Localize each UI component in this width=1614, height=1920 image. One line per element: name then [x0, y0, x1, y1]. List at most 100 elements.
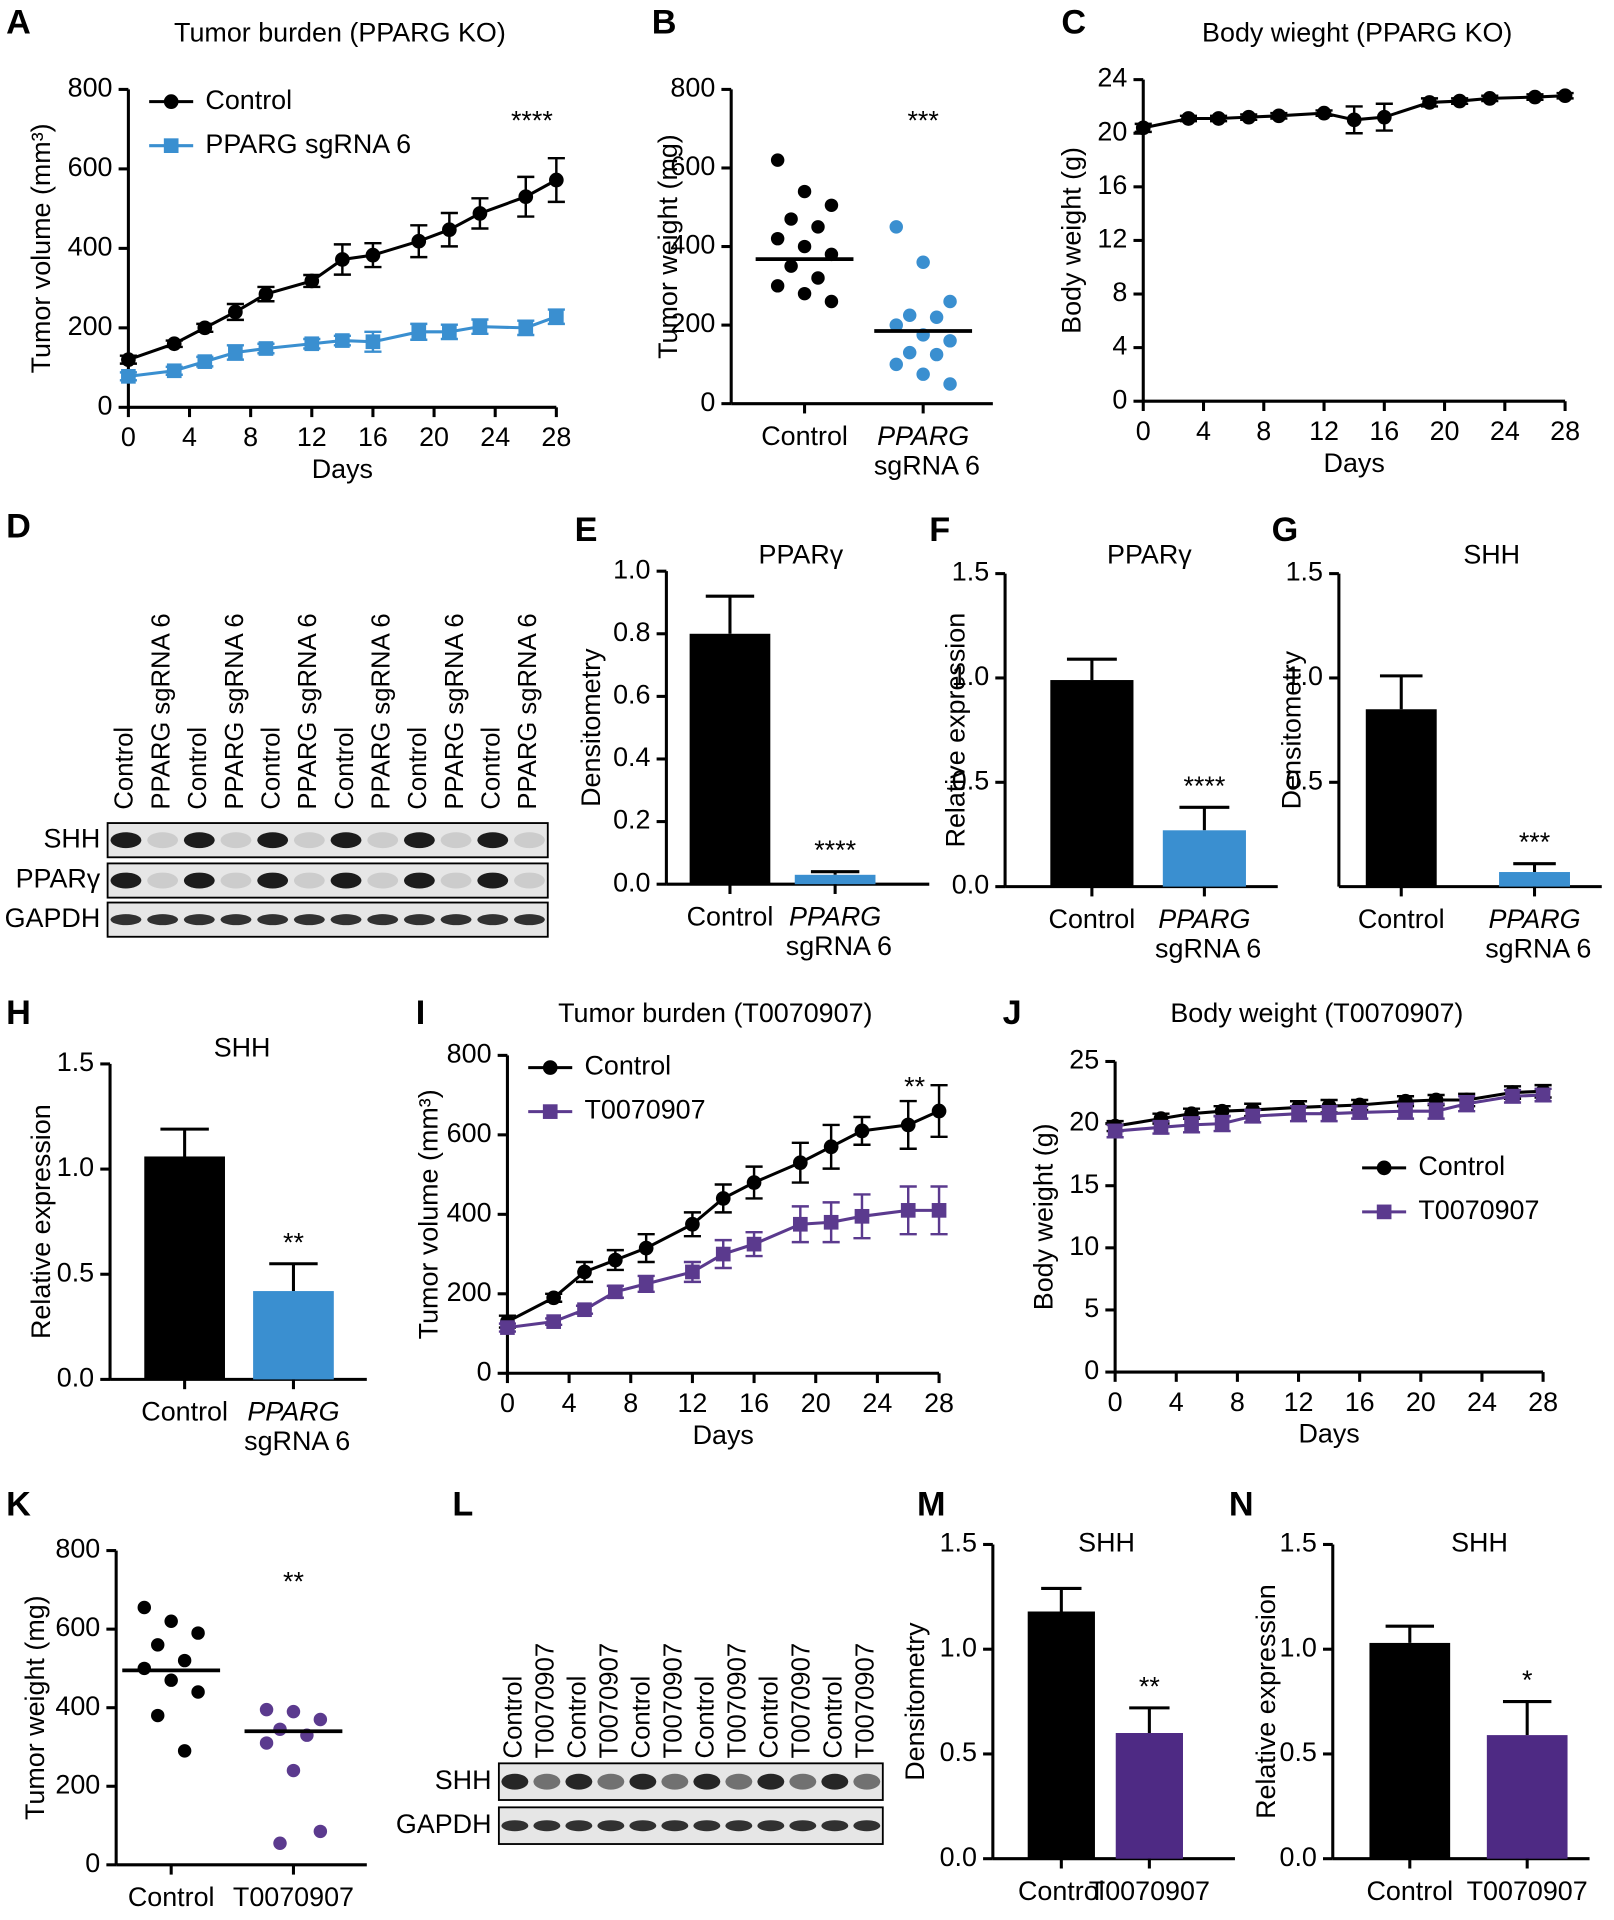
- data-point: [137, 1661, 152, 1676]
- annotation: ****: [511, 106, 553, 136]
- data-point: [797, 184, 812, 199]
- panel-letter: K: [6, 1486, 31, 1524]
- lane-label: Control: [478, 727, 506, 810]
- y-tick-label: 4: [1112, 331, 1127, 361]
- x-tick-label: 28: [1550, 416, 1580, 446]
- blot-band: [440, 872, 472, 889]
- bar: [1365, 709, 1437, 887]
- data-point: [1376, 109, 1392, 125]
- data-point: [549, 309, 564, 325]
- data-point: [177, 1744, 192, 1758]
- lane-label: Control: [331, 727, 359, 810]
- blot-band: [597, 1820, 625, 1832]
- data-point: [854, 1123, 870, 1139]
- data-point: [177, 1653, 192, 1668]
- chart-title: SHH: [1451, 1528, 1508, 1558]
- annotation: **: [904, 1071, 925, 1101]
- data-point: [577, 1264, 592, 1280]
- y-tick-label: 0.2: [613, 805, 650, 835]
- y-tick-label: 200: [670, 308, 715, 338]
- data-point: [304, 336, 320, 352]
- data-point: [638, 1276, 654, 1292]
- x-tick-label: 24: [1467, 1387, 1497, 1417]
- panel-letter: D: [6, 507, 31, 545]
- x-tick-label: 12: [1309, 416, 1339, 446]
- data-point: [902, 308, 917, 323]
- y-tick-label: 8: [1112, 277, 1127, 307]
- legend-label: Control: [1418, 1151, 1505, 1181]
- annotation: *: [1522, 1665, 1533, 1695]
- data-point: [746, 1175, 762, 1190]
- x-tick-label: 0: [1108, 1387, 1123, 1417]
- y-tick-label: 1.0: [57, 1152, 94, 1182]
- x-tick-label: PPARG sgRNA 6: [778, 902, 892, 962]
- blot-band: [757, 1773, 785, 1790]
- y-tick-label: 800: [68, 73, 113, 103]
- blot-band: [565, 1820, 593, 1832]
- x-tick-label: Control: [1049, 904, 1136, 934]
- error-bar: [1379, 674, 1423, 710]
- blot-band: [403, 872, 435, 889]
- data-point: [1214, 1116, 1230, 1131]
- panel-letter: L: [452, 1486, 473, 1524]
- x-tick-label: 28: [541, 422, 571, 452]
- blot-band: [293, 832, 325, 849]
- chart-title: PPARγ: [1107, 540, 1192, 570]
- legend-marker: [1376, 1204, 1392, 1220]
- lane-label: T0070907: [788, 1643, 816, 1759]
- x-tick-label: 24: [862, 1388, 892, 1418]
- blot-band: [514, 914, 545, 926]
- blot-band: [533, 1820, 561, 1832]
- error-bar: [810, 870, 860, 875]
- blot-band: [367, 872, 399, 889]
- y-tick-label: 600: [447, 1118, 492, 1148]
- y-tick-label: 1.5: [940, 1528, 977, 1558]
- data-point: [151, 1638, 165, 1652]
- data-point: [929, 310, 944, 324]
- y-tick-label: 15: [1069, 1169, 1099, 1199]
- blot-band: [147, 832, 179, 849]
- data-point: [121, 368, 136, 384]
- x-axis-label: Days: [1324, 448, 1385, 478]
- error-bar: [269, 1262, 318, 1292]
- blot-band: [725, 1773, 753, 1790]
- blot-band: [661, 1820, 689, 1832]
- data-point: [518, 189, 534, 205]
- lane-label: PPARG sgRNA 6: [221, 613, 249, 809]
- x-tick-label: 24: [1490, 416, 1520, 446]
- legend-label: Control: [205, 85, 292, 115]
- x-tick-label: 20: [1406, 1387, 1436, 1417]
- blot-band: [220, 872, 252, 889]
- y-tick-label: 1.5: [1279, 1528, 1316, 1558]
- data-point: [1291, 1106, 1306, 1121]
- data-point: [889, 357, 903, 372]
- error-bar: [1179, 805, 1230, 831]
- x-tick-label: 8: [1256, 416, 1271, 446]
- data-point: [770, 153, 785, 167]
- blot-band: [661, 1773, 689, 1790]
- y-tick-label: 0: [1084, 1355, 1099, 1385]
- data-point: [472, 206, 488, 221]
- data-point: [929, 347, 944, 362]
- y-axis-label: Body weight (g): [1029, 1123, 1059, 1310]
- chart-title: PPARγ: [759, 540, 844, 570]
- data-point: [784, 212, 798, 226]
- lane-label: T0070907: [724, 1643, 752, 1759]
- bar: [1499, 872, 1570, 887]
- lane-label: T0070907: [852, 1643, 880, 1759]
- y-axis-label: Relative expression: [1251, 1584, 1281, 1819]
- data-point: [1107, 1123, 1123, 1139]
- label-line: PPARG: [247, 1397, 339, 1427]
- bar: [1369, 1642, 1451, 1859]
- panel-letter: H: [6, 994, 31, 1032]
- error-bar: [1513, 862, 1556, 873]
- chart-title: SHH: [214, 1032, 271, 1062]
- y-tick-label: 25: [1069, 1045, 1099, 1075]
- x-axis-label: Days: [312, 454, 373, 484]
- data-point: [1211, 111, 1226, 126]
- x-tick-label: T0070907: [1089, 1876, 1210, 1906]
- x-tick-label: 16: [358, 422, 388, 452]
- y-tick-label: 200: [55, 1769, 100, 1799]
- blot-band: [293, 914, 325, 926]
- data-point: [889, 220, 903, 234]
